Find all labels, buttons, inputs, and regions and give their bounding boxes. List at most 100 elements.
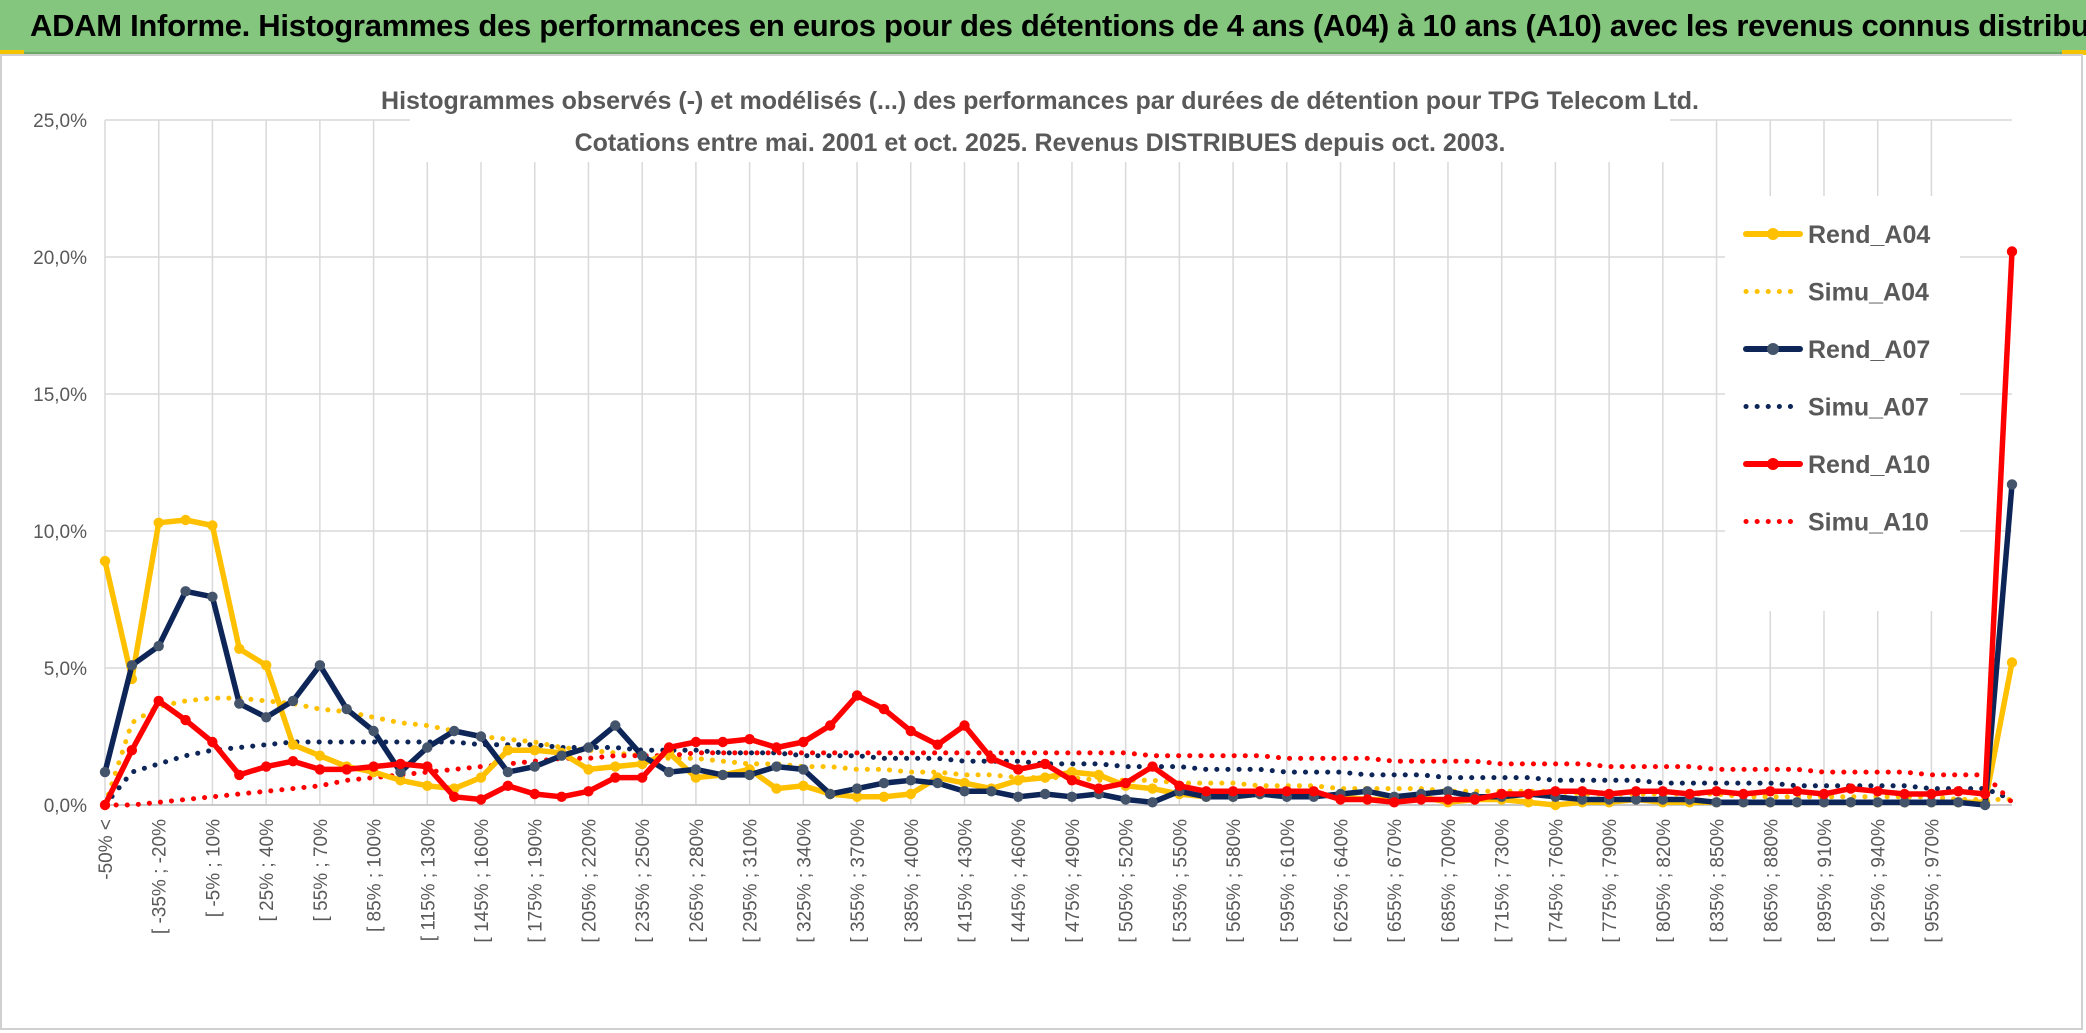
x-tick-label: [ 565% ; 580% <box>1224 819 1245 943</box>
data-point <box>1791 797 1803 808</box>
data-point <box>690 772 702 783</box>
data-point <box>1899 797 1910 808</box>
data-point <box>99 766 111 778</box>
data-point <box>1013 764 1024 775</box>
data-point <box>261 660 272 671</box>
data-point <box>475 731 487 742</box>
data-point <box>637 750 648 761</box>
data-point <box>1791 786 1803 797</box>
x-tick-label: [ 625% ; 640% <box>1332 819 1353 943</box>
data-point <box>1013 775 1024 786</box>
legend-item: Simu_A10 <box>1743 509 1929 537</box>
data-point <box>234 698 245 709</box>
data-point <box>1013 791 1024 802</box>
x-tick-label: [ 715% ; 730% <box>1493 819 1514 943</box>
data-point <box>771 761 782 772</box>
data-point <box>207 736 218 748</box>
data-point <box>1066 775 1078 786</box>
data-point <box>959 777 970 789</box>
y-tick-label: 10,0% <box>33 522 87 543</box>
x-tick-label: [ 295% ; 310% <box>741 819 762 943</box>
data-point <box>1765 797 1776 808</box>
x-tick-label: [ 745% ; 760% <box>1546 819 1567 943</box>
data-point <box>825 720 836 731</box>
data-point <box>1254 786 1266 797</box>
histogram-chart: 0,0% 5,0% 10,0% 15,0% 20,0% 25,0% -50% < [ -35… <box>0 56 2086 1033</box>
x-tick-label: [ 145% ; 160% <box>472 819 493 943</box>
data-point <box>986 786 997 797</box>
x-tick-label: [ 55% ; 70% <box>311 819 332 922</box>
chart-title-box: Histogrammes observés (-) et modélisés (… <box>381 78 1699 162</box>
data-point <box>771 783 782 794</box>
x-tick-label: [ 235% ; 250% <box>633 819 654 943</box>
data-point <box>1550 786 1561 797</box>
data-point <box>1174 780 1185 791</box>
data-point <box>1496 788 1507 800</box>
x-tick-label: [ 775% ; 790% <box>1600 819 1621 943</box>
chart-subtitle: Cotations entre mai. 2001 et oct. 2025. … <box>575 129 1506 157</box>
data-point <box>1442 794 1454 805</box>
data-point <box>287 756 299 767</box>
x-tick-label: [ 475% ; 490% <box>1063 819 1084 943</box>
series-group <box>99 246 2018 811</box>
banner-corner-right <box>2062 50 2086 55</box>
x-tick-label: [ 25% ; 40% <box>257 819 278 922</box>
legend-item: Rend_A04 <box>1743 221 1930 249</box>
data-point <box>314 660 326 671</box>
data-point <box>1979 788 1991 800</box>
data-point <box>986 753 997 764</box>
data-point <box>932 739 943 750</box>
x-tick-label: [ 835% ; 850% <box>1708 819 1729 943</box>
data-point <box>905 725 916 737</box>
series-simu-a10 <box>102 750 2015 808</box>
data-point <box>1120 794 1131 805</box>
data-point <box>314 764 326 775</box>
x-tick-label: [ 595% ; 610% <box>1278 819 1299 943</box>
data-point <box>1926 797 1937 808</box>
data-point <box>2006 246 2018 257</box>
data-point <box>556 791 567 802</box>
data-point <box>878 777 890 789</box>
data-point <box>1362 794 1373 805</box>
data-point <box>2006 657 2018 668</box>
x-tick-label: [ 895% ; 910% <box>1815 819 1836 943</box>
data-point <box>1227 786 1239 797</box>
histogram-chart-svg: 0,0% 5,0% 10,0% 15,0% 20,0% 25,0% -50% < [ -35… <box>33 78 2018 943</box>
data-point <box>502 766 514 778</box>
x-tick-label: [ 265% ; 280% <box>687 819 708 943</box>
legend-marker <box>1767 458 1779 470</box>
data-point <box>1577 786 1588 797</box>
data-point <box>395 775 406 786</box>
data-point <box>234 643 245 654</box>
y-axis: 0,0% 5,0% 10,0% 15,0% 20,0% 25,0% <box>33 111 87 817</box>
data-point <box>1066 791 1078 802</box>
data-point <box>1415 794 1427 805</box>
data-point <box>99 555 111 567</box>
data-point <box>341 703 352 715</box>
data-point <box>395 766 406 778</box>
data-point <box>1147 797 1158 808</box>
data-point <box>1523 788 1534 800</box>
data-point <box>959 720 970 731</box>
data-point <box>637 758 648 770</box>
x-tick-label: [ 445% ; 460% <box>1009 819 1030 943</box>
legend-label: Rend_A04 <box>1808 221 1930 249</box>
data-point <box>1657 786 1669 797</box>
data-point <box>180 586 191 597</box>
data-point <box>1039 772 1051 783</box>
data-point <box>1630 786 1642 797</box>
data-point <box>959 786 970 797</box>
banner-corner-left <box>0 50 24 55</box>
data-point <box>126 660 138 671</box>
series-line <box>102 750 2015 808</box>
data-point <box>1120 777 1131 789</box>
data-point <box>1818 797 1830 808</box>
x-tick-label: [ 685% ; 700% <box>1439 819 1460 943</box>
data-point <box>1953 786 1964 797</box>
data-point <box>556 750 567 761</box>
data-point <box>1953 797 1964 808</box>
x-axis: -50% < [ -35% ; -20% [ -5% ; 10% [ 25% ; 40… <box>96 804 2012 943</box>
x-tick-label: [ 175% ; 190% <box>526 819 547 943</box>
data-point <box>449 725 460 737</box>
data-point <box>1147 761 1158 772</box>
